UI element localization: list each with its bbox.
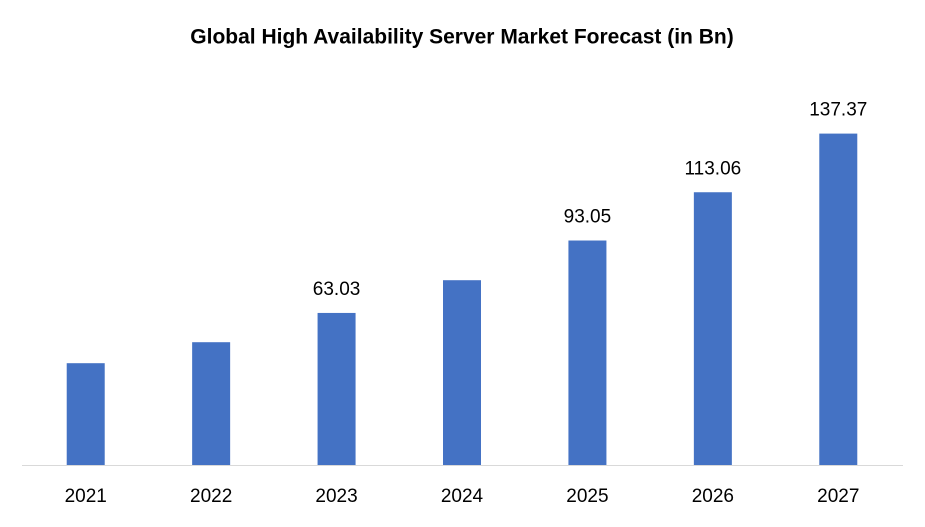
bar [693,192,732,466]
x-tick-label: 2024 [441,486,484,507]
value-label: 93.05 [564,207,612,228]
x-tick-label: 2022 [190,486,232,507]
x-tick-label: 2025 [566,486,608,507]
chart-title: Global High Availability Server Market F… [190,26,733,49]
x-tick-label: 2023 [315,486,357,507]
x-tick-label: 2027 [817,486,859,507]
bar [568,240,607,465]
value-label: 63.03 [313,279,361,300]
bar [66,363,105,465]
value-label: 137.37 [809,100,867,121]
value-label: 113.06 [685,158,742,179]
bar [192,342,231,465]
bar [443,280,481,465]
x-tick-label: 2026 [692,486,734,507]
bar [819,133,858,465]
bar [317,312,356,465]
x-tick-label: 2021 [65,486,107,507]
